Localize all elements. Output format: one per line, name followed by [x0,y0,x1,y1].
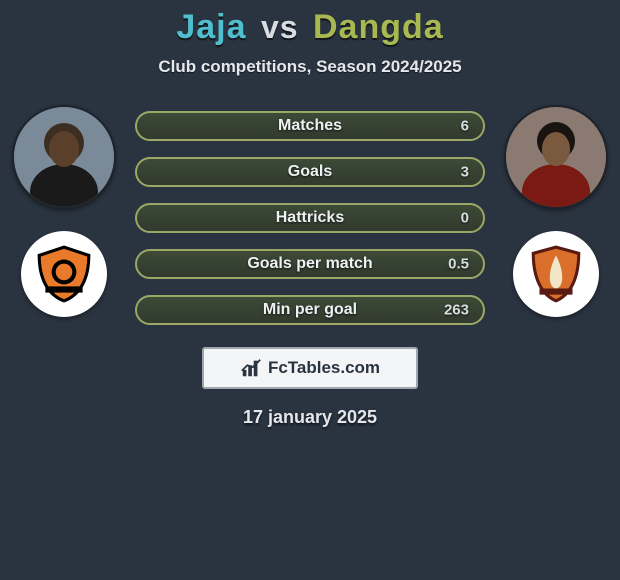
bar-chart-icon [240,357,262,379]
stat-value: 0 [461,210,469,227]
title: Jaja vs Dangda [0,8,620,47]
stat-row-min-per-goal: Min per goal 263 [135,295,485,325]
brand-box: FcTables.com [202,347,418,389]
player2-club-logo [513,231,599,317]
stat-label: Goals per match [247,255,372,273]
stat-value: 6 [461,118,469,135]
title-vs: vs [261,9,299,45]
stat-label: Matches [278,117,342,135]
player2-avatar [504,105,608,209]
title-player1: Jaja [176,8,246,46]
person-icon [506,107,606,207]
date: 17 january 2025 [0,407,620,428]
club-shield-icon [525,243,587,305]
stat-row-goals: Goals 3 [135,157,485,187]
player1-avatar [12,105,116,209]
subtitle: Club competitions, Season 2024/2025 [0,57,620,77]
stat-row-hattricks: Hattricks 0 [135,203,485,233]
player1-club-logo [21,231,107,317]
title-player2: Dangda [313,8,444,46]
brand-text: FcTables.com [268,358,380,378]
person-icon [14,107,114,207]
stats-column: Matches 6 Goals 3 Hattricks 0 Goals per … [135,105,485,325]
stat-label: Hattricks [276,209,344,227]
stat-row-goals-per-match: Goals per match 0.5 [135,249,485,279]
stat-value: 263 [444,302,469,319]
stat-label: Goals [288,163,332,181]
stat-value: 3 [461,164,469,181]
stat-row-matches: Matches 6 [135,111,485,141]
left-column [4,105,124,317]
main-row: Matches 6 Goals 3 Hattricks 0 Goals per … [0,105,620,325]
stat-label: Min per goal [263,301,357,319]
club-shield-icon [33,243,95,305]
right-column [496,105,616,317]
stat-value: 0.5 [448,256,469,273]
